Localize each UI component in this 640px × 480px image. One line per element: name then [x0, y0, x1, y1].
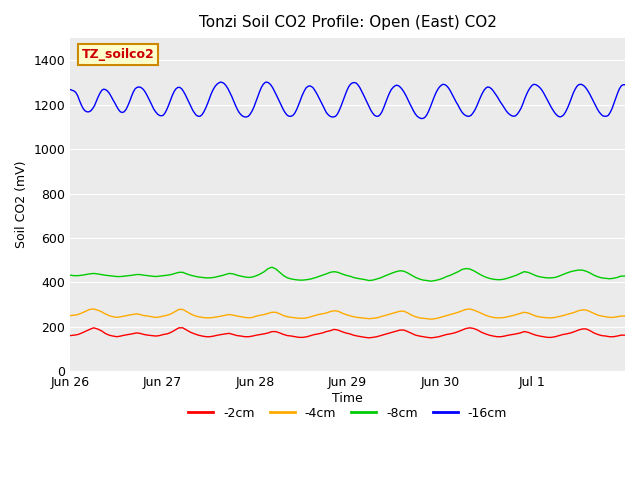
Text: TZ_soilco2: TZ_soilco2: [81, 48, 154, 61]
Legend: -2cm, -4cm, -8cm, -16cm: -2cm, -4cm, -8cm, -16cm: [183, 402, 512, 425]
Y-axis label: Soil CO2 (mV): Soil CO2 (mV): [15, 161, 28, 248]
Title: Tonzi Soil CO2 Profile: Open (East) CO2: Tonzi Soil CO2 Profile: Open (East) CO2: [198, 15, 497, 30]
X-axis label: Time: Time: [332, 392, 363, 405]
